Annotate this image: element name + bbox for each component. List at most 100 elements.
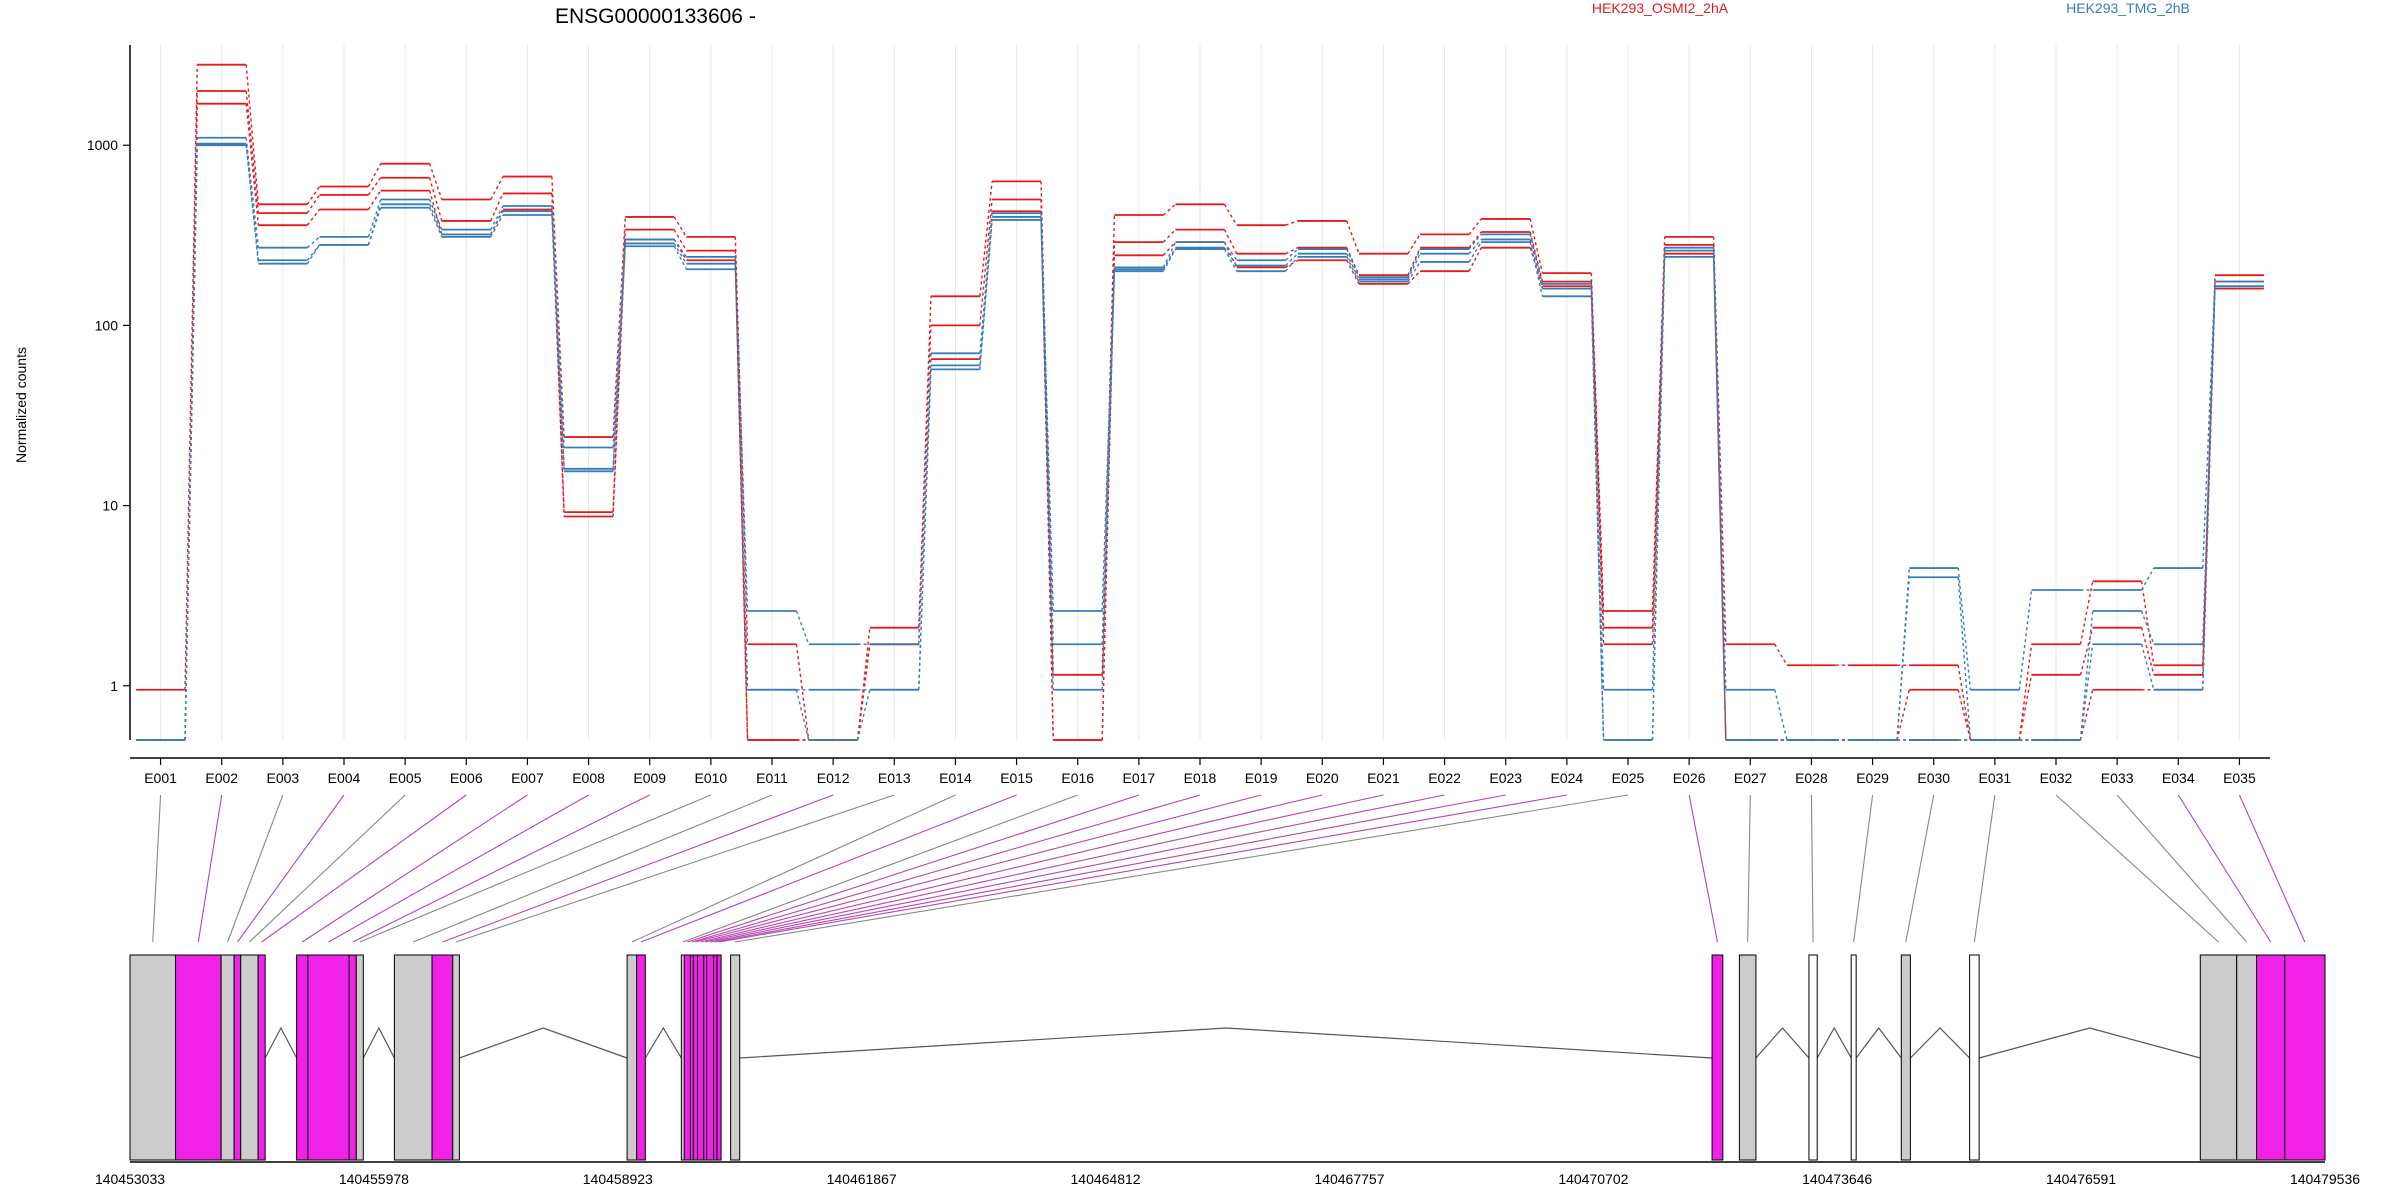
- x-tick-label: E013: [878, 770, 911, 786]
- series-connector: [1285, 220, 1299, 226]
- y-tick-label: 1: [110, 678, 118, 694]
- exon-connector: [1688, 794, 1718, 943]
- coordinate-label: 140453033: [95, 1171, 165, 1187]
- y-tick-label: 100: [95, 317, 119, 333]
- x-tick-label: E021: [1367, 770, 1400, 786]
- series-connector: [734, 260, 749, 741]
- x-tick-label: E003: [267, 770, 300, 786]
- exon-box: [2199, 954, 2238, 1161]
- x-tick-label: E035: [2223, 770, 2256, 786]
- exon-box: [626, 954, 638, 1161]
- series-connector: [1223, 247, 1238, 266]
- series-lines: [136, 63, 2264, 741]
- x-tick-label: E015: [1000, 770, 1033, 786]
- series-connector: [2079, 627, 2094, 676]
- exon-connector: [2116, 794, 2248, 943]
- series-connector: [1223, 229, 1238, 255]
- exon-box: [2256, 954, 2286, 1161]
- series-connector: [1774, 643, 1788, 666]
- series-connector: [979, 199, 993, 326]
- exon-connector: [695, 794, 1262, 943]
- series-connector: [428, 177, 443, 222]
- series-connector: [490, 193, 504, 222]
- series-connector: [1040, 219, 1054, 690]
- y-axis: 1 10 100 1000: [87, 45, 131, 740]
- series-connector: [428, 207, 443, 238]
- series-connector: [490, 210, 504, 235]
- series-connector: [1712, 256, 1727, 741]
- series-connector: [1407, 253, 1421, 280]
- series-connector: [1468, 218, 1482, 235]
- series-connector: [918, 325, 932, 645]
- exon-connector: [442, 794, 834, 943]
- exon-connector: [261, 794, 467, 943]
- series-connector: [734, 269, 749, 690]
- intron-line: [264, 1026, 298, 1059]
- coordinate-label: 140470702: [1558, 1171, 1628, 1187]
- legend-entry: HEK293_TMG_2hB: [2066, 0, 2190, 16]
- y-axis-label: Normalized counts: [13, 347, 29, 463]
- exon-connector: [227, 794, 284, 943]
- intron-line: [644, 1026, 682, 1059]
- exon-connector: [1853, 794, 1874, 943]
- exon-connector: [1747, 794, 1751, 943]
- exon-connector: [236, 794, 345, 943]
- chart-title: ENSG00000133606 -: [555, 5, 756, 28]
- series-connector: [612, 239, 626, 448]
- exon-box: [1850, 954, 1857, 1161]
- series-connector: [1712, 247, 1727, 690]
- series-connector: [856, 689, 871, 741]
- exon-connector: [301, 794, 528, 943]
- exon-box: [257, 954, 266, 1161]
- series-connector: [1651, 256, 1666, 741]
- series-connector: [2140, 567, 2155, 591]
- exon-connector: [687, 794, 1140, 943]
- exon-connector: [359, 794, 712, 943]
- series-connector: [1162, 241, 1177, 256]
- legend-entry: HEK293_OSMI2_2hA: [1592, 0, 1729, 16]
- series-connector: [306, 236, 321, 249]
- x-tick-label: E010: [695, 770, 728, 786]
- series-connector: [612, 246, 626, 472]
- x-tick-label: E020: [1306, 770, 1339, 786]
- series-connector: [1223, 241, 1238, 261]
- exon-connector: [710, 794, 1445, 943]
- series-connector: [2018, 674, 2033, 741]
- coordinate-label: 140458923: [583, 1171, 653, 1187]
- exon-box: [1808, 954, 1818, 1161]
- exon-box: [355, 954, 364, 1161]
- series-connector: [1957, 665, 1972, 741]
- series-connector: [918, 369, 932, 690]
- x-tick-label: E028: [1795, 770, 1828, 786]
- series-connector: [673, 245, 688, 270]
- series-connector: [1346, 253, 1360, 280]
- series-connector: [306, 244, 321, 265]
- series-connector: [1468, 241, 1482, 263]
- y-tick-label: 1000: [87, 137, 118, 153]
- series-connector: [2202, 286, 2216, 690]
- exon-connector: [455, 794, 895, 943]
- series-connector: [795, 610, 810, 645]
- exon-box: [636, 954, 646, 1161]
- exon-connector: [691, 794, 1201, 943]
- exon-connector: [1810, 794, 1814, 943]
- x-tick-label: E007: [511, 770, 544, 786]
- series-connector: [1223, 248, 1238, 272]
- series-connector: [1040, 211, 1054, 741]
- series-connector: [612, 239, 626, 517]
- x-tick-label: E004: [328, 770, 361, 786]
- series-connector: [1407, 234, 1421, 255]
- gene-model: [129, 954, 2326, 1161]
- exon-box: [220, 954, 235, 1161]
- exon-box: [431, 954, 454, 1161]
- series-connector: [734, 256, 749, 612]
- x-tick-label: E034: [2162, 770, 2195, 786]
- exon-connector: [682, 794, 1078, 943]
- exon-box: [706, 954, 715, 1161]
- x-tick-label: E011: [756, 770, 788, 786]
- series-connector: [1957, 689, 1972, 741]
- exon-connector: [2055, 794, 2219, 943]
- series-connector: [1407, 270, 1421, 285]
- series-connector: [551, 214, 565, 472]
- genomic-coordinate-axis: 140453033 140455978 140458923 140461867 1404…: [95, 1161, 2360, 1187]
